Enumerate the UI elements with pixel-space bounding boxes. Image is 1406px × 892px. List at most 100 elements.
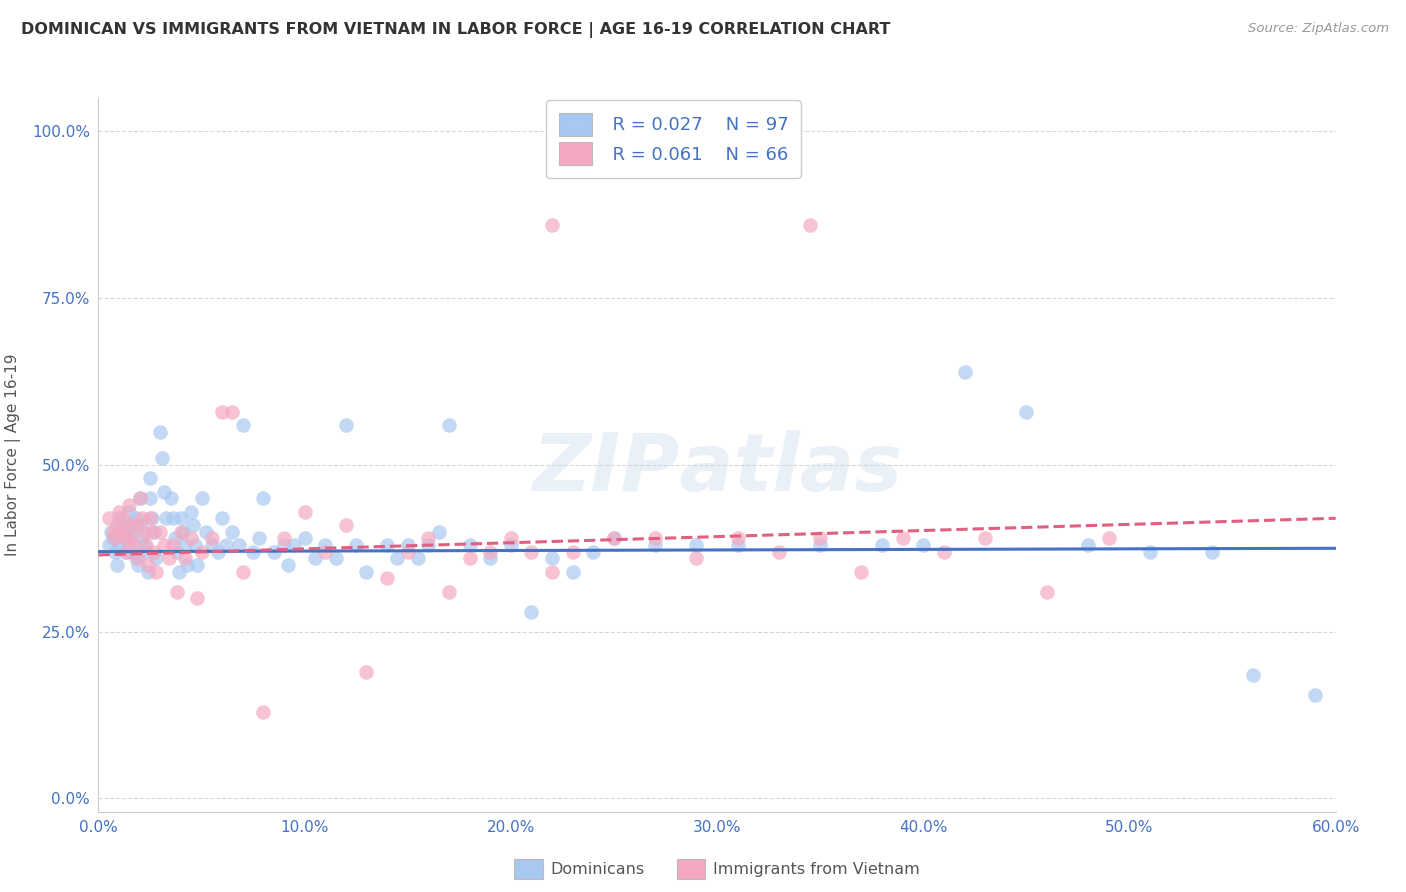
Point xyxy=(344,538,367,552)
Point xyxy=(184,538,207,552)
Point xyxy=(180,505,202,519)
Point xyxy=(194,524,217,539)
Point xyxy=(263,544,285,558)
Point xyxy=(273,538,295,552)
Legend: Dominicans, Immigrants from Vietnam: Dominicans, Immigrants from Vietnam xyxy=(508,853,927,886)
Point xyxy=(799,218,821,232)
Point xyxy=(870,538,893,552)
Point xyxy=(159,491,181,506)
Point xyxy=(153,538,176,552)
Point xyxy=(174,551,197,566)
Point xyxy=(162,538,184,552)
Point xyxy=(190,544,212,558)
Point xyxy=(685,551,707,566)
Point xyxy=(201,531,224,545)
Point xyxy=(418,531,440,545)
Point xyxy=(252,705,274,719)
Point xyxy=(211,511,233,525)
Point xyxy=(101,524,124,539)
Point xyxy=(143,524,166,539)
Point xyxy=(132,524,155,539)
Point xyxy=(932,544,955,558)
Point xyxy=(541,565,564,579)
Point xyxy=(479,544,502,558)
Point xyxy=(294,505,316,519)
Point xyxy=(1036,584,1059,599)
Point xyxy=(314,544,336,558)
Point xyxy=(117,528,139,542)
Point xyxy=(131,531,153,545)
Point xyxy=(127,558,149,572)
Point xyxy=(808,531,831,545)
Point xyxy=(335,417,357,432)
Point xyxy=(120,524,142,539)
Point xyxy=(335,518,357,533)
Point xyxy=(304,551,326,566)
Point xyxy=(808,538,831,552)
Point xyxy=(136,565,159,579)
Point xyxy=(247,531,270,545)
Point xyxy=(201,538,224,552)
Point xyxy=(118,505,141,519)
Point xyxy=(176,558,198,572)
Point xyxy=(162,511,184,525)
Point xyxy=(277,558,299,572)
Point xyxy=(114,531,136,545)
Point xyxy=(1241,668,1264,682)
Point xyxy=(118,518,141,533)
Point xyxy=(396,544,419,558)
Point xyxy=(139,491,162,506)
Point xyxy=(101,531,124,545)
Y-axis label: In Labor Force | Age 16-19: In Labor Force | Age 16-19 xyxy=(6,353,21,557)
Point xyxy=(149,524,172,539)
Point xyxy=(953,365,976,379)
Point xyxy=(108,505,131,519)
Point xyxy=(406,551,429,566)
Point xyxy=(912,538,935,552)
Point xyxy=(110,524,132,539)
Point xyxy=(273,531,295,545)
Point xyxy=(582,544,605,558)
Point xyxy=(603,531,626,545)
Point xyxy=(396,538,419,552)
Point xyxy=(166,584,188,599)
Point xyxy=(207,544,229,558)
Point xyxy=(685,538,707,552)
Point xyxy=(104,544,127,558)
Point xyxy=(128,491,150,506)
Point xyxy=(118,538,141,552)
Point xyxy=(139,511,162,525)
Point xyxy=(727,531,749,545)
Point xyxy=(499,538,522,552)
Point xyxy=(149,425,172,439)
Point xyxy=(181,518,204,533)
Point xyxy=(541,218,564,232)
Point xyxy=(375,571,398,585)
Point xyxy=(141,511,163,525)
Point xyxy=(186,591,208,606)
Point xyxy=(221,404,243,418)
Point xyxy=(427,524,450,539)
Point xyxy=(768,544,790,558)
Point xyxy=(153,484,176,499)
Point xyxy=(132,538,155,552)
Point xyxy=(122,538,145,552)
Point xyxy=(174,538,197,552)
Point xyxy=(727,538,749,552)
Point xyxy=(561,544,583,558)
Point xyxy=(118,518,141,533)
Point xyxy=(108,538,131,552)
Point xyxy=(437,584,460,599)
Point xyxy=(141,524,163,539)
Point xyxy=(97,511,120,525)
Point xyxy=(891,531,914,545)
Point xyxy=(157,551,180,566)
Point xyxy=(150,451,173,466)
Point xyxy=(437,417,460,432)
Point xyxy=(131,511,153,525)
Point xyxy=(325,551,347,566)
Point xyxy=(215,538,238,552)
Point xyxy=(143,544,166,558)
Point xyxy=(155,511,177,525)
Point xyxy=(120,531,142,545)
